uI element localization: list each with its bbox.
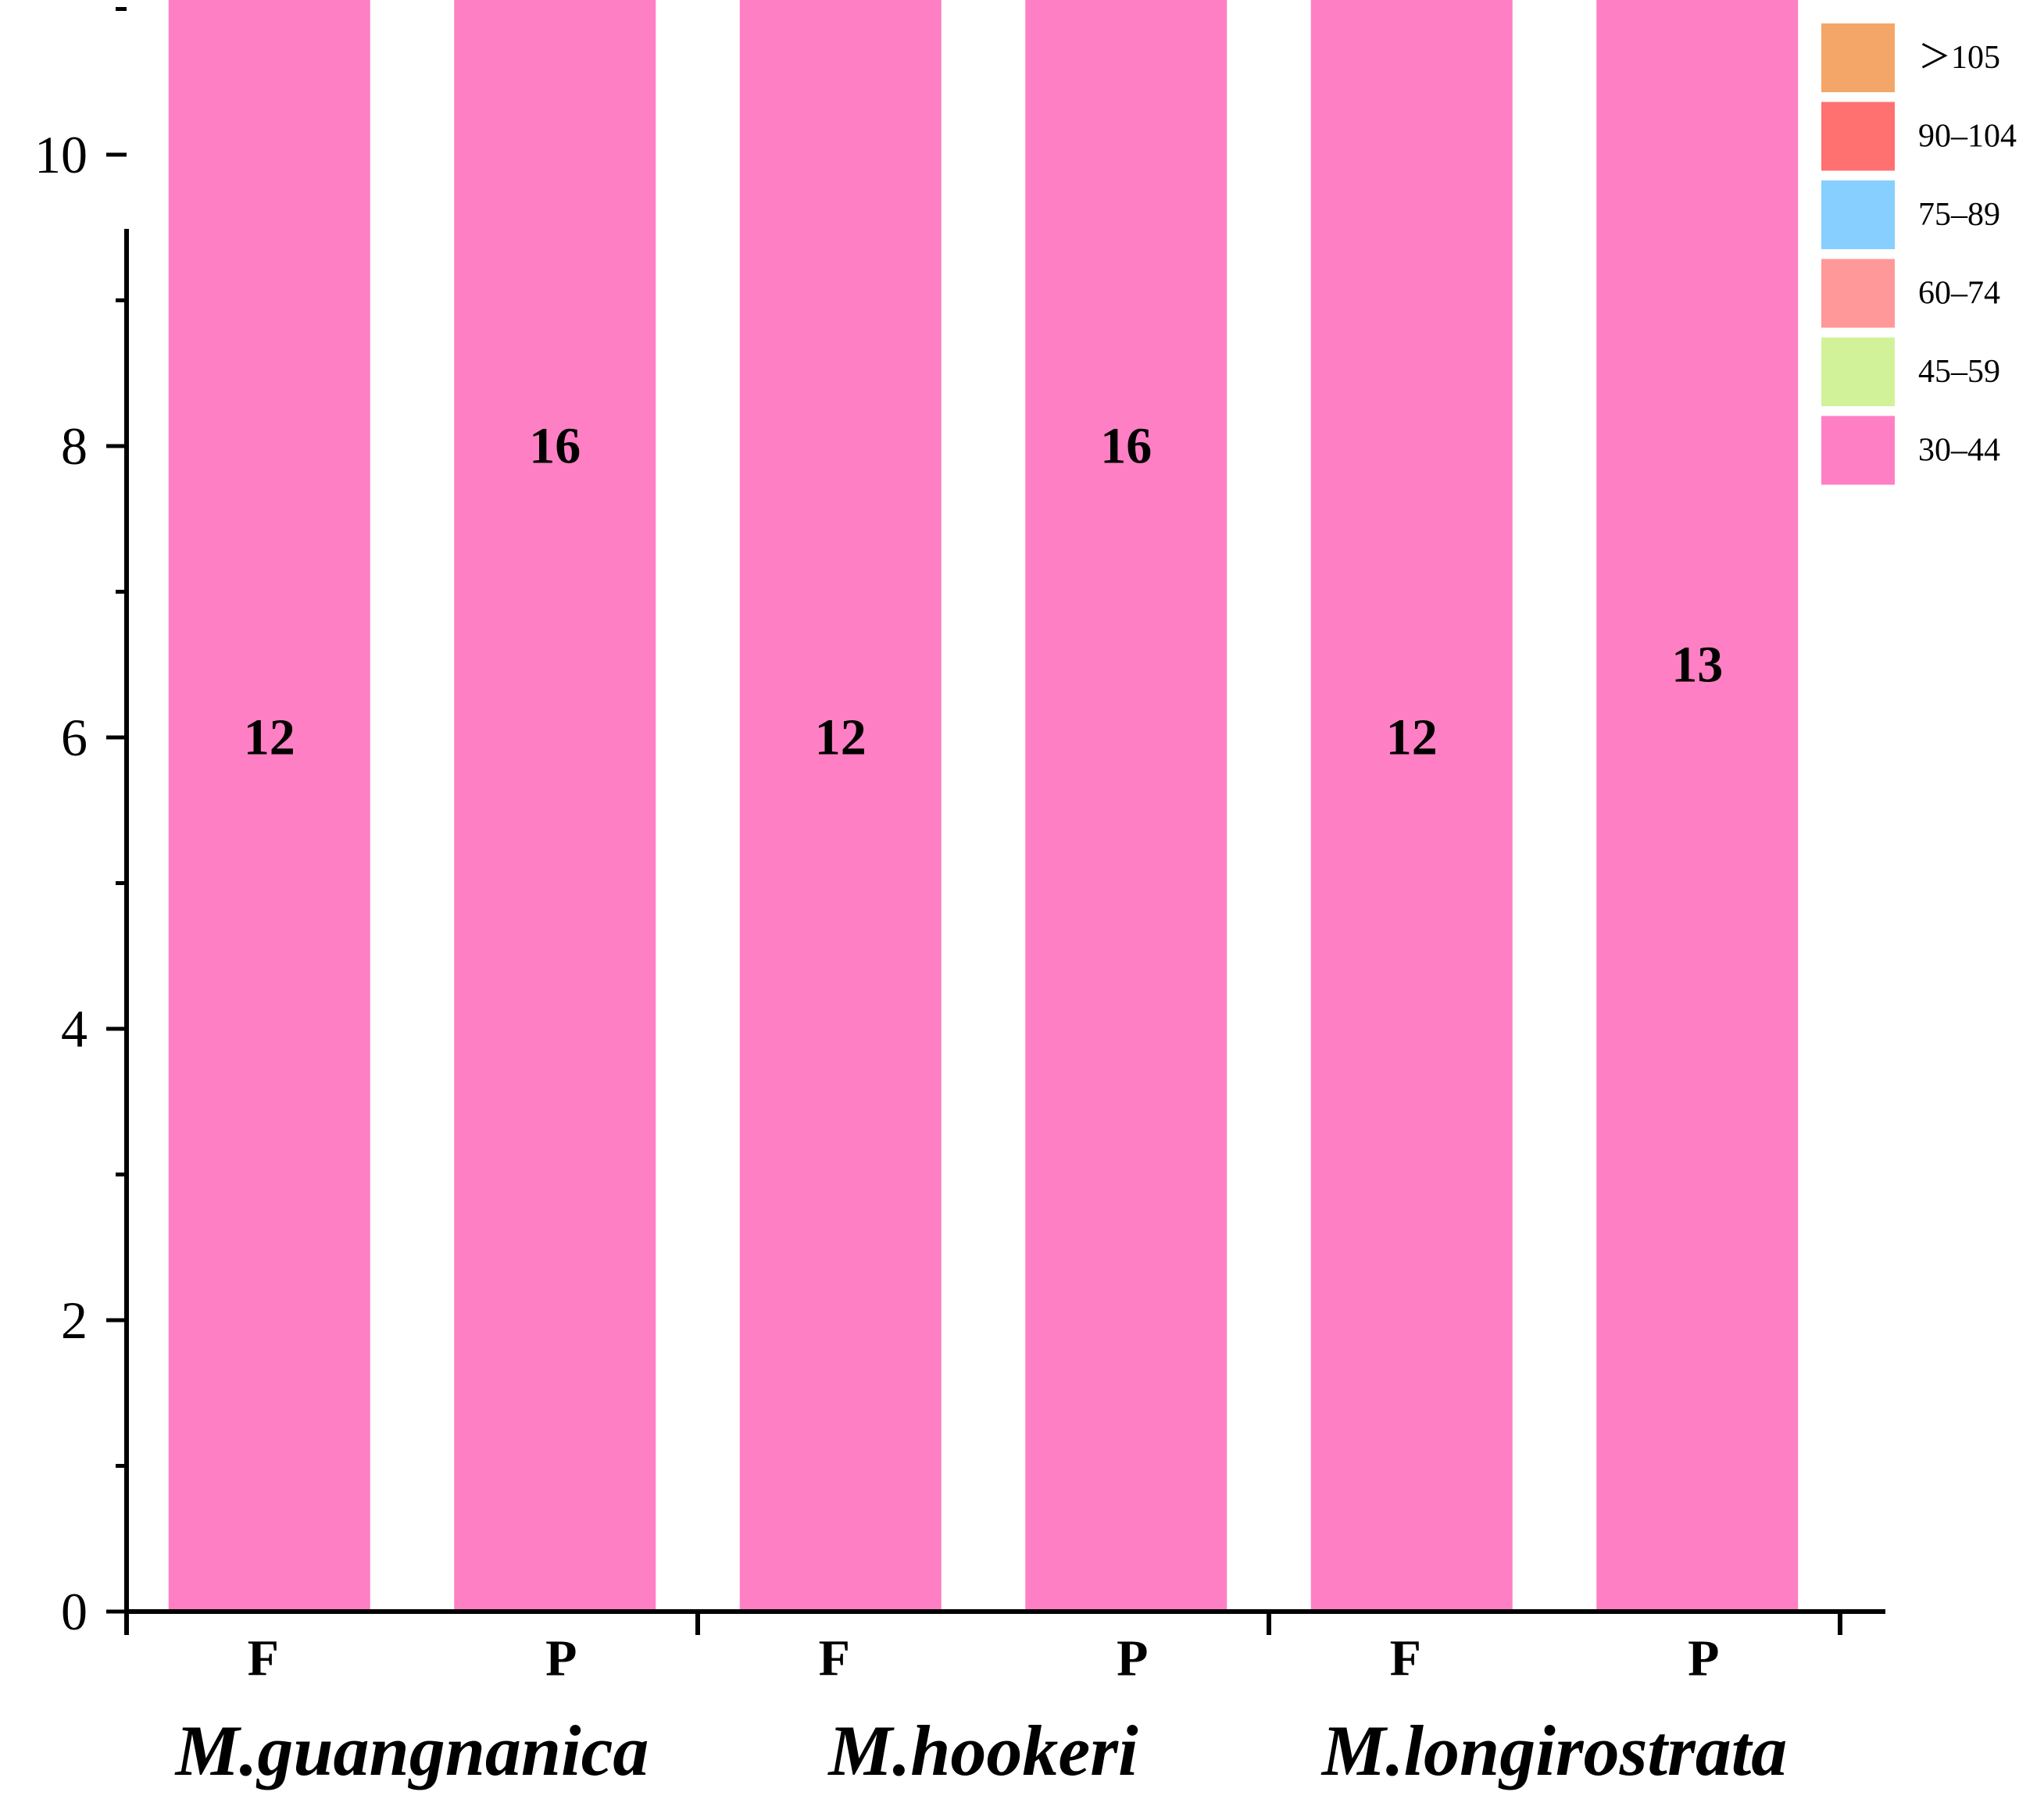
legend-label: 90–104 [1918,119,2017,155]
legend: ＞105 90–104 75–89 60–74 45–59 30–44 [1821,23,2017,485]
bar-segment [454,0,656,1612]
x-category-label: P [545,1630,577,1687]
legend-label: 30–44 [1918,433,2000,469]
y-tick-label: 6 [61,708,88,767]
axes: 024681012141618FPFPFPM.guangnanicaM.hook… [34,7,1885,1790]
bar-segment [1310,0,1513,1612]
legend-label: 60–74 [1918,276,2000,312]
legend-swatch [1821,416,1895,485]
legend-label: ＞105 [1918,40,2000,76]
bar-value-label: 16 [529,418,581,475]
bar-segment [739,0,942,1612]
bar-value-label: 13 [1671,636,1723,693]
legend-label: 75–89 [1918,197,2000,233]
bar-segment [1025,0,1227,1612]
bar-value-label: 16 [1100,418,1152,475]
bar-value-label: 12 [244,709,295,766]
bar-value-label: 12 [815,709,867,766]
legend-swatch [1821,180,1895,249]
y-tick-label: 8 [61,416,88,476]
y-tick-label: 2 [61,1290,88,1350]
bar-segment [168,0,370,1612]
legend-swatch [1821,337,1895,406]
y-tick-label: 0 [61,1582,88,1641]
x-group-label: M.guangnanica [174,1711,649,1790]
x-category-label: F [1390,1630,1421,1687]
y-tick-label: 4 [61,999,88,1058]
bar-segment [1596,0,1799,1612]
legend-swatch [1821,102,1895,171]
legend-swatch [1821,23,1895,92]
segment-labels: 1211161121161121111131 [244,418,1724,766]
bars-layer [168,0,1799,1612]
legend-swatch [1821,259,1895,328]
x-category-label: P [1688,1630,1719,1687]
x-category-label: F [248,1630,279,1687]
legend-label: 45–59 [1918,354,2000,390]
x-group-label: M.longirostrata [1320,1711,1788,1790]
x-category-label: P [1117,1630,1148,1687]
bar-value-label: 12 [1386,709,1438,766]
x-group-label: M.hookeri [827,1711,1138,1790]
x-category-label: F [819,1630,850,1687]
y-tick-label: 10 [34,125,88,184]
